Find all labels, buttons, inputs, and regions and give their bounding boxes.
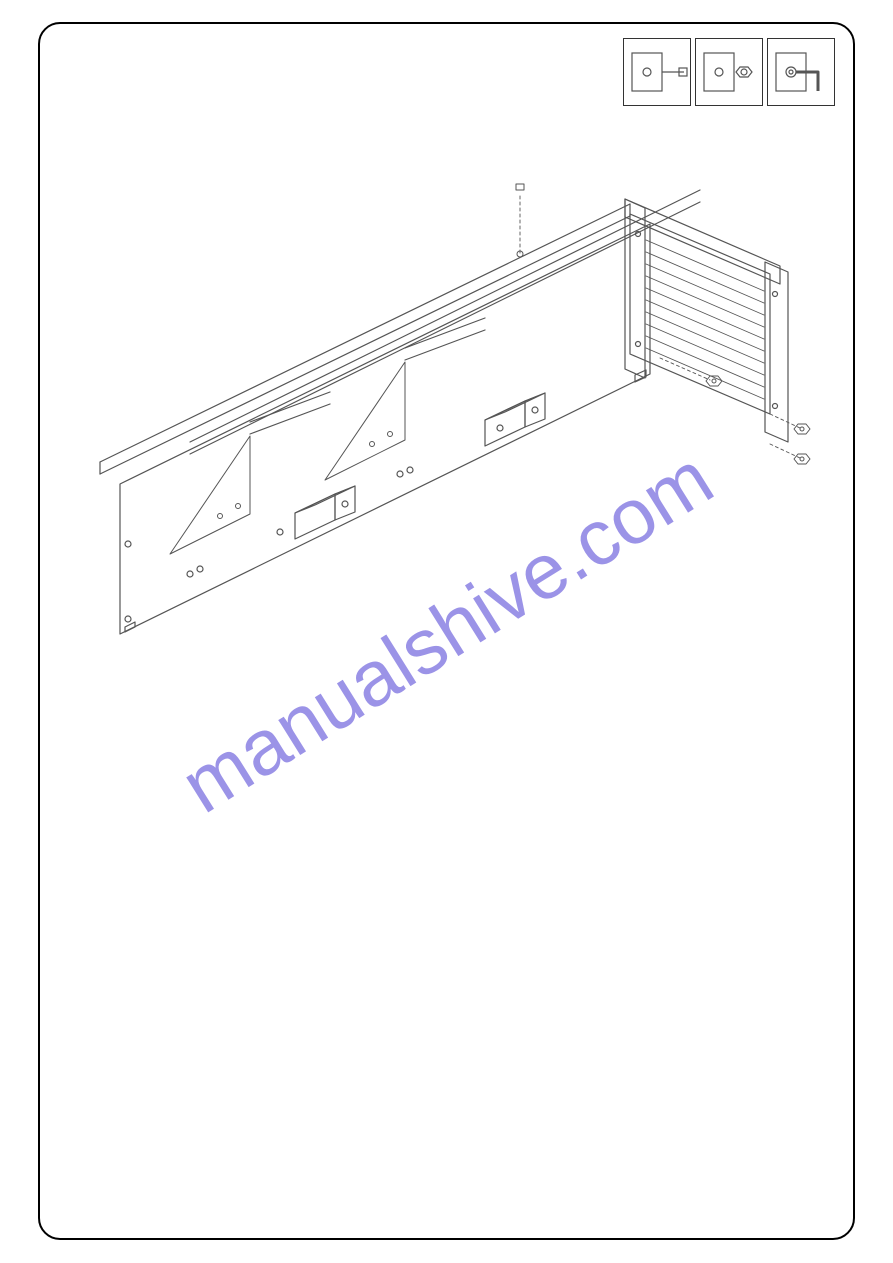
mount-block-left [295,486,355,539]
bolt-insert-icon [623,38,691,106]
mount-block-right [485,393,545,446]
page: manualshive.com [0,0,893,1263]
bolt-insert-svg [624,39,692,107]
icon-row [623,38,835,106]
allen-key-svg [768,39,836,107]
nut-tighten-icon [695,38,763,106]
nut-tighten-svg [696,39,764,107]
assembly-svg [70,144,830,664]
page-frame [38,22,855,1240]
allen-key-icon [767,38,835,106]
assembly-diagram [70,144,830,664]
